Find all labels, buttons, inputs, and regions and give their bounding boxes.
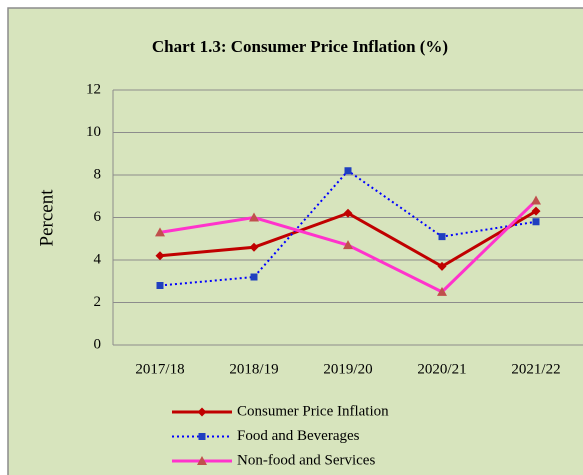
marker — [343, 208, 353, 218]
x-tick-label: 2020/21 — [417, 361, 466, 377]
marker — [438, 233, 446, 241]
y-tick-label: 2 — [94, 294, 102, 310]
marker — [250, 273, 258, 281]
marker — [198, 433, 206, 440]
y-tick-label: 12 — [86, 81, 101, 97]
x-tick-label: 2019/20 — [323, 361, 372, 377]
y-tick-label: 10 — [86, 124, 101, 140]
chart-title: Chart 1.3: Consumer Price Inflation (%) — [152, 37, 448, 56]
marker — [531, 195, 541, 205]
x-tick-label: 2017/18 — [135, 361, 184, 377]
marker — [532, 218, 540, 226]
y-tick-label: 4 — [94, 251, 102, 267]
marker — [437, 261, 447, 271]
x-tick-label: 2021/22 — [511, 361, 560, 377]
y-axis-label: Percent — [36, 189, 57, 247]
marker — [156, 282, 164, 289]
marker — [249, 242, 259, 252]
marker — [343, 240, 353, 250]
marker — [249, 212, 259, 222]
marker — [531, 206, 541, 216]
y-tick-label: 8 — [94, 166, 102, 182]
legend-label: Non-food and Services — [237, 452, 375, 468]
x-tick-label: 2018/19 — [229, 361, 278, 377]
y-tick-label: 0 — [94, 336, 102, 352]
marker — [344, 167, 352, 175]
y-tick-label: 6 — [94, 209, 102, 225]
marker — [155, 251, 165, 261]
marker — [197, 407, 207, 417]
marker — [155, 227, 165, 237]
marker — [437, 286, 447, 296]
legend-label: Consumer Price Inflation — [237, 403, 389, 419]
marker — [197, 456, 207, 465]
legend-label: Food and Beverages — [237, 428, 360, 444]
